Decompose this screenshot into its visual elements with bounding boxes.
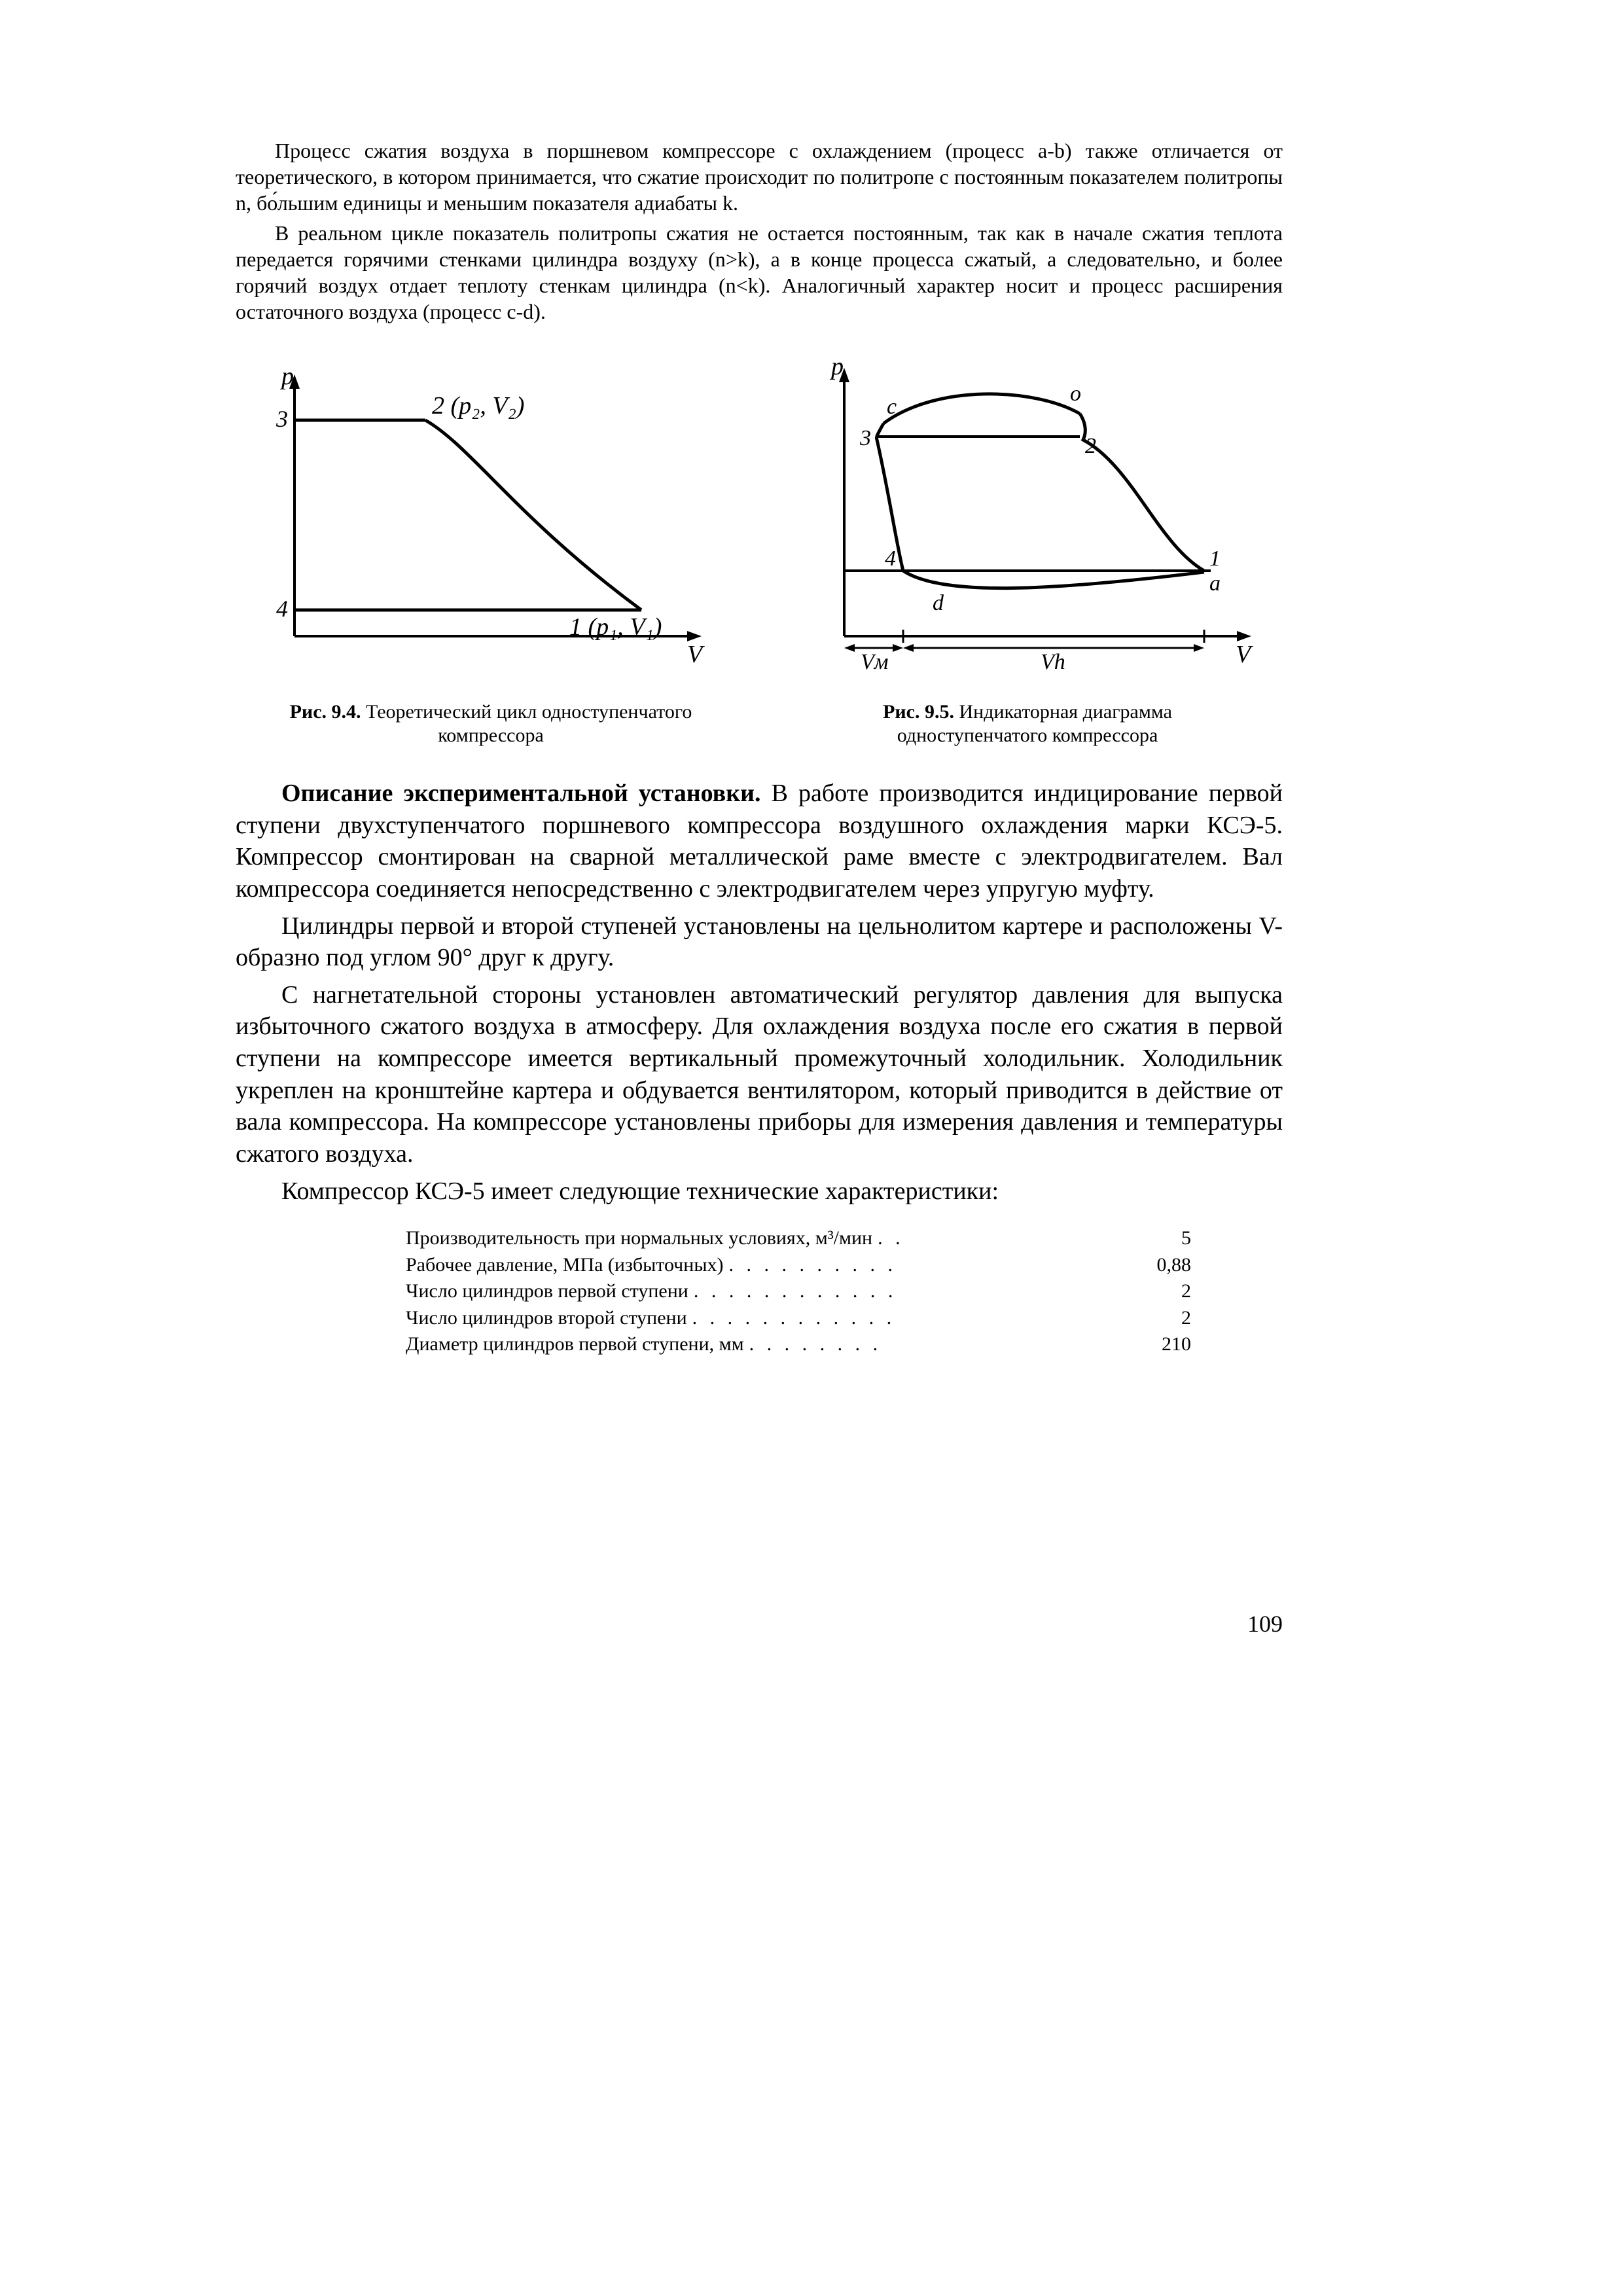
fig94-v-label: V [687, 641, 705, 668]
spec-row: Диаметр цилиндров первой ступени, мм . .… [406, 1331, 1191, 1358]
fig95-1: 1 [1209, 547, 1221, 571]
body-p3-text: С нагнетательной стороны установлен авто… [236, 981, 1283, 1168]
spec-value: 210 [1119, 1331, 1191, 1358]
spec-value: 2 [1119, 1278, 1191, 1305]
intro-p1-text: Процесс сжатия воздуха в поршневом компр… [236, 139, 1283, 215]
fig94-tick-3: 3 [276, 406, 288, 432]
spec-row: Производительность при нормальных услови… [406, 1225, 1191, 1252]
fig95-p-label: p [829, 353, 844, 380]
intro-para-1: Процесс сжатия воздуха в поршневом компр… [236, 137, 1283, 216]
spec-dots: . . . . . . . . . . [723, 1252, 1119, 1279]
fig95-d: d [933, 591, 944, 615]
spec-label: Число цилиндров первой ступени [406, 1278, 688, 1305]
figures-row: p V 3 4 2 (p₂, V₂) 1 (p₁, V₁) [236, 348, 1283, 689]
caption-9-5: Рис. 9.5. Индикаторная диаграмма односту… [772, 700, 1283, 747]
captions-row: Рис. 9.4. Теоретический цикл одноступенч… [236, 700, 1283, 747]
spec-value: 0,88 [1119, 1252, 1191, 1279]
fig95-3: 3 [859, 426, 871, 450]
spec-row: Число цилиндров второй ступени . . . . .… [406, 1305, 1191, 1332]
fig94-p-label: p [279, 363, 294, 390]
intro-p2-text: В реальном цикле показатель политропы сж… [236, 221, 1283, 323]
body-para-4: Компрессор КСЭ-5 имеет следующие техниче… [236, 1175, 1283, 1208]
caption-9-5-bold: Рис. 9.5. [883, 701, 954, 723]
spec-value: 2 [1119, 1305, 1191, 1332]
spec-dots: . . . . . . . . . . . . [687, 1305, 1119, 1332]
spec-label: Рабочее давление, МПа (избыточных) [406, 1252, 723, 1279]
spec-label: Производительность при нормальных услови… [406, 1225, 872, 1252]
figure-9-4: p V 3 4 2 (p₂, V₂) 1 (p₁, V₁) [236, 348, 746, 689]
spec-dots: . . . . . . . . . . . . [688, 1278, 1119, 1305]
body-para-3: С нагнетательной стороны установлен авто… [236, 979, 1283, 1170]
spec-label: Число цилиндров второй ступени [406, 1305, 687, 1332]
spec-label: Диаметр цилиндров первой ступени, мм [406, 1331, 744, 1358]
caption-9-4-bold: Рис. 9.4. [290, 701, 361, 723]
fig95-o: o [1070, 382, 1081, 406]
body-para-1: Описание экспериментальной установки. В … [236, 778, 1283, 905]
fig95-2: 2 [1085, 434, 1096, 458]
fig95-vh: Vh [1041, 650, 1065, 674]
page-content: Процесс сжатия воздуха в поршневом компр… [236, 137, 1283, 1358]
body-p4-text: Компрессор КСЭ-5 имеет следующие техниче… [281, 1177, 999, 1205]
figure-9-5: p V [772, 348, 1283, 689]
fig94-pt1: 1 (p₁, V₁) [569, 613, 662, 641]
fig94-pt2: 2 (p₂, V₂) [432, 392, 524, 420]
fig95-4: 4 [885, 547, 896, 571]
fig95-a: a [1209, 571, 1221, 596]
spec-row: Рабочее давление, МПа (избыточных) . . .… [406, 1252, 1191, 1279]
fig94-tick-4: 4 [276, 596, 288, 622]
intro-para-2: В реальном цикле показатель политропы сж… [236, 220, 1283, 325]
spec-dots: . . . . . . . . [744, 1331, 1119, 1358]
body-p2-text: Цилиндры первой и второй ступеней устано… [236, 912, 1283, 972]
spec-row: Число цилиндров первой ступени . . . . .… [406, 1278, 1191, 1305]
page-number: 109 [1247, 1610, 1283, 1638]
fig95-c: c [887, 395, 897, 419]
spec-dots: . . [872, 1225, 1119, 1252]
caption-9-4: Рис. 9.4. Теоретический цикл одноступенч… [236, 700, 746, 747]
body-p1-lead: Описание экспериментальной установки. [281, 780, 760, 807]
spec-value: 5 [1119, 1225, 1191, 1252]
caption-9-4-text: Теоретический цикл одноступенчатого комп… [361, 701, 692, 746]
fig95-v-label: V [1236, 641, 1253, 668]
fig95-vm: Vм [861, 650, 888, 674]
specs-list: Производительность при нормальных услови… [406, 1225, 1191, 1358]
body-para-2: Цилиндры первой и второй ступеней устано… [236, 910, 1283, 974]
